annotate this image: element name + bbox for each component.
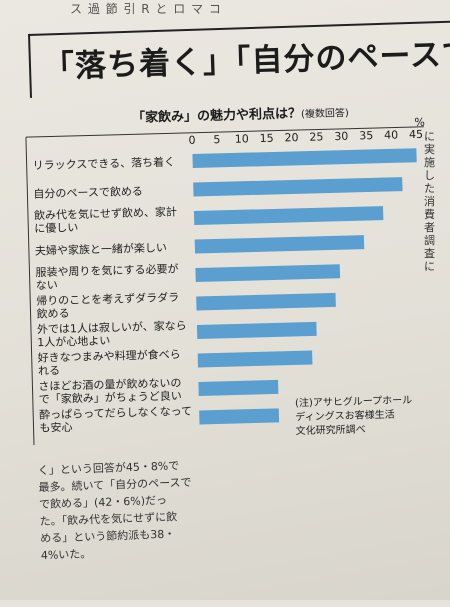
source-note: 文化研究所調べ bbox=[296, 422, 366, 437]
bar bbox=[192, 148, 417, 169]
category-label: さほどお酒の量が飲めないの bbox=[38, 375, 181, 393]
category-label: リラックスできる、落ち着く bbox=[32, 155, 175, 173]
category-label: ない bbox=[36, 279, 58, 293]
x-tick-label: 10 bbox=[235, 132, 249, 145]
bar bbox=[193, 206, 384, 226]
x-tick-label: 20 bbox=[284, 131, 298, 144]
bar bbox=[193, 177, 403, 197]
side-column-char: 消 bbox=[424, 195, 435, 208]
x-tick-label: 5 bbox=[213, 133, 220, 146]
bar bbox=[196, 292, 336, 311]
category-label: で「家飲み」がちょうど良い bbox=[39, 388, 182, 406]
top-text-strip: ス 過 節 引 R と ロ マ コ bbox=[70, 2, 222, 16]
category-label: も安心 bbox=[39, 420, 72, 435]
category-label: 飲み代を気にせず飲め、家計 bbox=[34, 204, 177, 222]
side-column-char: 費 bbox=[424, 208, 435, 221]
x-tick-label: 25 bbox=[309, 130, 323, 143]
side-column-text: に実施した消費者調査に bbox=[424, 130, 450, 470]
side-column-char: 実 bbox=[424, 143, 435, 156]
x-tick-label: 30 bbox=[334, 130, 348, 143]
category-label: 外では1人は寂しいが、家なら bbox=[37, 318, 187, 336]
category-label: 飲める bbox=[36, 306, 69, 321]
category-label: 帰りのことを考えずダラダラ bbox=[36, 290, 179, 308]
bar bbox=[196, 321, 317, 339]
side-column-char: た bbox=[424, 182, 435, 195]
chart-plot-group: 0 5 10 15 20 25 30 35 40 45% リラックスできる、落ち着く自分のペースで飲… bbox=[25, 116, 425, 446]
category-label: 自分のペースで飲める bbox=[33, 184, 143, 201]
bar bbox=[194, 235, 365, 254]
category-label: に優しい bbox=[34, 221, 78, 235]
x-tick-label: 0 bbox=[188, 134, 195, 147]
side-column-char: 査 bbox=[424, 247, 435, 260]
chart-frame-top bbox=[25, 126, 424, 138]
side-column-char: に bbox=[424, 130, 435, 143]
side-column-char: し bbox=[424, 169, 435, 182]
category-label: 服装や周りを気にする必要が bbox=[35, 261, 178, 279]
category-label: 酔っぱらってだらしなくなって bbox=[39, 404, 192, 422]
x-tick-label: 35 bbox=[359, 129, 373, 142]
side-column-char: に bbox=[424, 260, 435, 273]
bar bbox=[198, 379, 279, 396]
side-column-char: 調 bbox=[424, 234, 435, 247]
x-unit-label: % bbox=[414, 116, 425, 129]
bar bbox=[197, 350, 313, 368]
side-column-char: 施 bbox=[424, 156, 435, 169]
x-tick-label: 40 bbox=[384, 128, 398, 141]
bottom-article-text: く」という回答が45・8%で 最多。続いて「自分のペースで で飲める」(42・6%)… bbox=[38, 448, 450, 607]
bar bbox=[195, 264, 341, 283]
source-note: ディングスお客様生活 bbox=[295, 408, 395, 424]
chart-frame-left bbox=[25, 137, 35, 446]
x-tick-label: 15 bbox=[260, 132, 274, 145]
category-label: れる bbox=[38, 364, 60, 378]
category-label: 1人が心地よい bbox=[37, 333, 110, 349]
category-label: 夫婦や家族と一緒が楽しい bbox=[35, 240, 167, 257]
side-column-char: 者 bbox=[424, 221, 435, 234]
bar bbox=[199, 408, 280, 425]
source-note: (注)アサヒグループホール bbox=[295, 393, 413, 409]
category-label: 好きなつまみや料理が食べら bbox=[38, 347, 181, 365]
x-tick-label: 45 bbox=[409, 128, 423, 141]
